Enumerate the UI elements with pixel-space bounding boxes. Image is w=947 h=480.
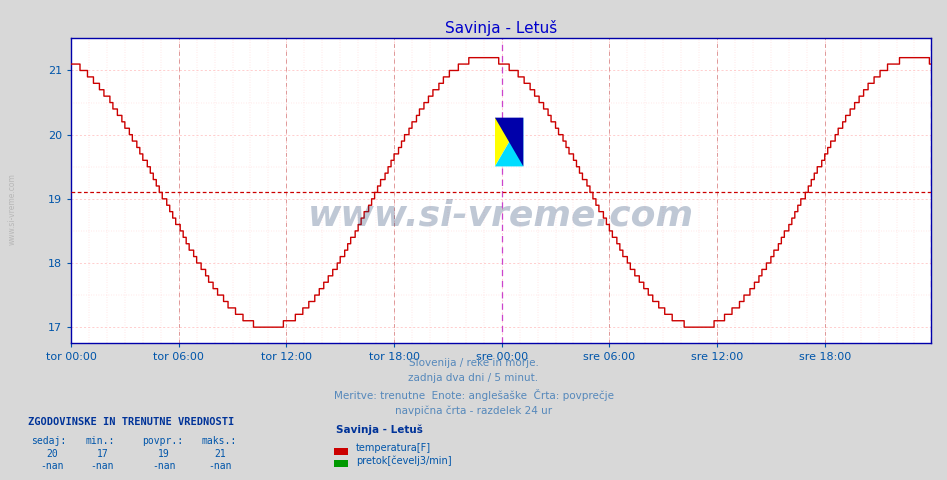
Text: www.si-vreme.com: www.si-vreme.com xyxy=(8,173,17,245)
Text: Slovenija / reke in morje.: Slovenija / reke in morje. xyxy=(408,358,539,368)
Polygon shape xyxy=(495,118,524,167)
Text: -nan: -nan xyxy=(91,461,114,471)
Text: -nan: -nan xyxy=(152,461,175,471)
Title: Savinja - Letuš: Savinja - Letuš xyxy=(445,20,557,36)
Text: Savinja - Letuš: Savinja - Letuš xyxy=(336,425,423,435)
Polygon shape xyxy=(495,118,524,167)
Text: maks.:: maks.: xyxy=(202,436,237,446)
Text: pretok[čevelj3/min]: pretok[čevelj3/min] xyxy=(356,455,452,466)
Text: 20: 20 xyxy=(46,449,58,459)
Text: -nan: -nan xyxy=(208,461,231,471)
Polygon shape xyxy=(495,118,524,167)
Text: 19: 19 xyxy=(158,449,170,459)
Text: min.:: min.: xyxy=(85,436,115,446)
Text: zadnja dva dni / 5 minut.: zadnja dva dni / 5 minut. xyxy=(408,373,539,384)
Text: povpr.:: povpr.: xyxy=(142,436,183,446)
Text: 17: 17 xyxy=(97,449,108,459)
Text: ZGODOVINSKE IN TRENUTNE VREDNOSTI: ZGODOVINSKE IN TRENUTNE VREDNOSTI xyxy=(28,417,235,427)
Text: navpična črta - razdelek 24 ur: navpična črta - razdelek 24 ur xyxy=(395,405,552,416)
Text: Meritve: trenutne  Enote: anglešaške  Črta: povprečje: Meritve: trenutne Enote: anglešaške Črta… xyxy=(333,389,614,401)
Text: temperatura[F]: temperatura[F] xyxy=(356,443,431,453)
Text: www.si-vreme.com: www.si-vreme.com xyxy=(308,198,694,232)
Text: -nan: -nan xyxy=(41,461,63,471)
Text: sedaj:: sedaj: xyxy=(31,436,66,446)
Text: 21: 21 xyxy=(214,449,225,459)
